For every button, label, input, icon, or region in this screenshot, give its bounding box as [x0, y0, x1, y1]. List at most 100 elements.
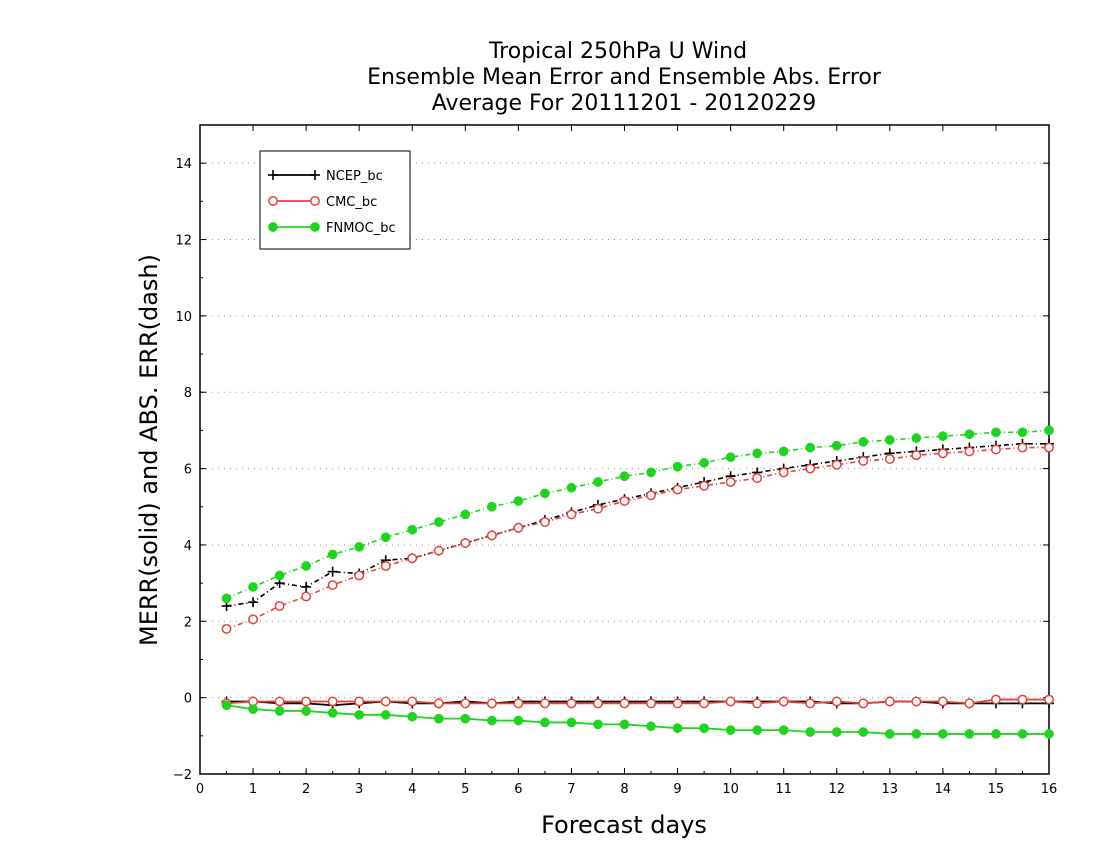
CMC_bc-merr-point	[752, 698, 763, 709]
FNMOC_bc-merr-point	[301, 706, 311, 716]
CMC_bc-abs-err-point	[433, 545, 444, 556]
y-tick-label: 2	[184, 615, 192, 630]
CMC_bc-merr-point	[460, 698, 471, 709]
FNMOC_bc-merr-point	[407, 711, 418, 722]
CMC_bc-merr-point	[433, 698, 444, 709]
CMC_bc-abs-err-point	[327, 580, 338, 590]
FNMOC_bc-abs-err-point	[831, 440, 842, 451]
CMC_bc-merr-point	[513, 698, 524, 709]
CMC_bc-abs-err-point	[805, 463, 816, 474]
series-FNMOC_bc	[221, 425, 1054, 739]
CMC_bc-abs-err-line	[226, 446, 1049, 630]
FNMOC_bc-abs-err-point	[327, 549, 338, 560]
x-tick-label: 2	[302, 782, 310, 797]
FNMOC_bc-merr-point	[566, 717, 577, 728]
CMC_bc-abs-err-point	[778, 467, 789, 478]
CMC_bc-abs-err-point	[672, 484, 683, 495]
CMC_bc-abs-err-point	[407, 553, 418, 564]
FNMOC_bc-abs-err-point	[248, 582, 258, 592]
CMC_bc-abs-err-point	[831, 459, 842, 470]
FNMOC_bc-merr-point	[513, 715, 524, 726]
FNMOC_bc-merr-point	[248, 704, 258, 714]
x-tick-label: 12	[828, 782, 845, 797]
FNMOC_bc-merr-point	[831, 727, 842, 737]
FNMOC_bc-abs-err-point	[460, 509, 471, 520]
x-tick-label: 5	[461, 782, 469, 797]
CMC_bc-abs-err-point	[354, 570, 365, 581]
FNMOC_bc-abs-err-point	[778, 446, 789, 457]
FNMOC_bc-merr-point	[672, 723, 683, 734]
CMC_bc-abs-err-point	[752, 473, 763, 484]
FNMOC_bc-abs-err-point	[938, 431, 948, 441]
CMC_bc-abs-err-point	[725, 477, 736, 487]
FNMOC_bc-merr-point	[725, 725, 736, 735]
CMC_bc-abs-err-point	[539, 517, 550, 527]
CMC_bc-abs-err-point	[646, 490, 656, 501]
legend: NCEP_bc CMC_bc FNMOC_bc	[259, 150, 411, 250]
chart-title-line-2: Ensemble Mean Error and Ensemble Abs. Er…	[367, 65, 882, 90]
FNMOC_bc-abs-err-point	[354, 542, 365, 552]
FNMOC_bc-merr-point	[699, 723, 709, 734]
FNMOC_bc-merr-point	[593, 719, 603, 730]
x-axis: 0 1 2 3 4 5 6 7 8 9 10 11 12 13 14 15 16	[196, 125, 1057, 797]
x-tick-label: 13	[882, 782, 899, 797]
CMC_bc-merr-point	[1044, 694, 1054, 705]
chart-title-line-1: Tropical 250hPa U Wind	[488, 39, 747, 64]
FNMOC_bc-merr-point	[964, 729, 975, 739]
CMC_bc-abs-err-point	[619, 496, 630, 506]
CMC_bc-abs-err-point	[274, 601, 285, 611]
CMC_bc-merr-point	[407, 696, 418, 707]
CMC_bc-merr-point	[566, 698, 577, 709]
FNMOC_bc-merr-line	[226, 704, 1049, 735]
CMC_bc-merr-point	[486, 698, 497, 709]
x-tick-label: 15	[988, 782, 1005, 797]
legend-box	[259, 150, 411, 250]
FNMOC_bc-abs-err-point	[725, 452, 736, 462]
NCEP_bc-abs-err-line	[226, 442, 1049, 607]
CMC_bc-abs-err-point	[911, 450, 922, 461]
x-tick-label: 7	[567, 782, 575, 797]
FNMOC_bc-abs-err-point	[991, 427, 1001, 438]
series-CMC_bc	[221, 442, 1054, 709]
FNMOC_bc-abs-err-point	[1017, 427, 1028, 438]
FNMOC_bc-abs-err-point	[858, 437, 869, 447]
FNMOC_bc-merr-point	[327, 708, 338, 718]
CMC_bc-abs-err-point	[937, 448, 948, 459]
CMC_bc-merr-point	[937, 696, 948, 707]
CMC_bc-merr-point	[805, 698, 816, 709]
FNMOC_bc-merr-point	[354, 709, 365, 720]
CMC_bc-abs-err-point	[460, 538, 471, 548]
x-axis-title: Forecast days	[541, 811, 707, 839]
CMC_bc-merr-point	[380, 696, 391, 707]
CMC_bc-abs-err-point	[964, 446, 975, 457]
FNMOC_bc-abs-err-point	[646, 467, 656, 478]
CMC_bc-merr-point	[301, 696, 312, 707]
CMC_bc-abs-err-point	[301, 591, 312, 602]
CMC_bc-merr-point	[699, 698, 710, 709]
CMC_bc-merr-point	[354, 696, 365, 707]
y-tick-label: 4	[184, 539, 192, 554]
y-tick-label: 14	[175, 157, 192, 172]
FNMOC_bc-abs-err-point	[566, 482, 577, 493]
FNMOC_bc-merr-point	[380, 709, 391, 720]
grid	[200, 162, 1049, 775]
x-tick-label: 1	[249, 782, 257, 797]
x-tick-label: 8	[620, 782, 628, 797]
FNMOC_bc-merr-point	[460, 713, 471, 724]
FNMOC_bc-merr-point	[752, 725, 763, 735]
x-tick-label: 14	[935, 782, 952, 797]
CMC_bc-merr-point	[884, 696, 895, 707]
FNMOC_bc-abs-err-point	[407, 524, 418, 535]
y-tick-label: 12	[175, 234, 192, 249]
legend-marker-FNMOC_bc	[310, 222, 320, 232]
x-tick-label: 3	[355, 782, 363, 797]
CMC_bc-abs-err-point	[248, 614, 259, 625]
CMC_bc-abs-err-point	[1017, 442, 1028, 453]
y-tick-label: 0	[184, 692, 192, 707]
x-tick-label: 4	[408, 782, 416, 797]
FNMOC_bc-abs-err-point	[752, 448, 763, 459]
y-axis-title: MERR(solid) and ABS. ERR(dash)	[135, 254, 163, 646]
FNMOC_bc-abs-err-point	[513, 496, 524, 506]
FNMOC_bc-abs-err-point	[699, 458, 709, 468]
FNMOC_bc-merr-point	[938, 729, 948, 739]
